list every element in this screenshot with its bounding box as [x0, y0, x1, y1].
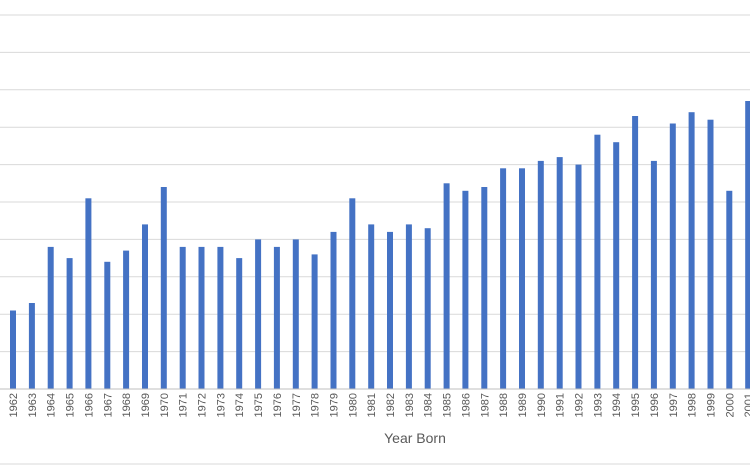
bar-1968	[123, 250, 130, 389]
x-axis-title: Year Born	[384, 430, 446, 446]
bar-1963	[28, 303, 35, 389]
x-tick-label: 1990	[536, 393, 548, 417]
x-tick-label: 1977	[291, 393, 303, 417]
x-tick-label: 1983	[404, 393, 416, 417]
bar-1970	[160, 187, 167, 389]
bar-1977	[292, 239, 299, 389]
bar-1964	[47, 246, 54, 389]
bar-1979	[330, 231, 337, 389]
bar-1980	[349, 198, 356, 389]
bar-1984	[424, 228, 431, 389]
bar-1972	[198, 246, 205, 389]
bar-series	[10, 101, 750, 389]
bar-1994	[613, 142, 620, 389]
bar-1986	[462, 190, 469, 389]
x-tick-label: 1981	[366, 393, 378, 417]
bar-1990	[537, 160, 544, 389]
x-tick-label: 1984	[423, 393, 435, 417]
bar-1981	[368, 224, 375, 389]
bar-1978	[311, 254, 318, 389]
x-tick-label: 1972	[197, 393, 209, 417]
bar-1966	[85, 198, 92, 389]
x-tick-label: 1991	[555, 393, 567, 417]
bar-1998	[688, 112, 695, 389]
x-tick-label: 1978	[310, 393, 322, 417]
bar-1982	[387, 231, 393, 389]
bar-1971	[179, 246, 186, 389]
bar-1983	[405, 224, 412, 389]
x-tick-label: 1976	[272, 393, 284, 417]
bar-1985	[443, 183, 450, 389]
x-tick-label: 1996	[649, 393, 661, 417]
bar-1975	[255, 239, 262, 389]
x-tick-label: 1964	[46, 393, 58, 417]
x-tick-label: 1987	[479, 393, 491, 417]
bar-2001	[745, 101, 750, 389]
x-tick-label: 1975	[253, 393, 265, 417]
x-tick-label: 1999	[706, 393, 718, 417]
bar-1967	[104, 261, 111, 389]
x-tick-label: 1992	[574, 393, 586, 417]
x-tick-label: 1993	[592, 393, 604, 417]
bar-1976	[273, 246, 280, 389]
bar-2000	[726, 190, 733, 389]
x-tick-label: 1973	[215, 393, 227, 417]
bar-1987	[481, 187, 488, 389]
x-tick-label: 1982	[385, 393, 397, 417]
bar-1993	[594, 134, 601, 389]
x-tick-label: 1965	[65, 393, 77, 417]
bar-1989	[519, 168, 525, 389]
x-tick-label: 1971	[178, 393, 190, 417]
bar-1974	[236, 258, 243, 389]
bar-1995	[632, 116, 639, 389]
x-tick-label: 1979	[329, 393, 341, 417]
bar-1965	[66, 258, 73, 389]
bar-1962	[10, 310, 16, 389]
x-tick-label: 1995	[630, 393, 642, 417]
bar-1999	[707, 119, 714, 389]
x-tick-label: 1966	[83, 393, 95, 417]
x-tick-label: 1980	[347, 393, 359, 417]
x-tick-label: 1962	[8, 393, 20, 417]
bar-1973	[217, 246, 224, 389]
x-tick-label: 1969	[140, 393, 152, 417]
x-tick-label: 2001	[743, 393, 750, 417]
x-tick-label: 1998	[687, 393, 699, 417]
x-tick-label: 2000	[724, 393, 736, 417]
x-tick-label: 1988	[498, 393, 510, 417]
bar-1991	[556, 157, 563, 389]
x-tick-label: 1997	[668, 393, 680, 417]
x-tick-label: 1985	[442, 393, 454, 417]
x-tick-label: 1986	[460, 393, 472, 417]
x-tick-label: 1963	[27, 393, 39, 417]
x-tick-label: 1974	[234, 393, 246, 417]
x-tick-labels: 1962 1963 1964 1965 1966 1967 1968 1969 1970 1971…	[8, 393, 750, 417]
bar-1969	[142, 224, 148, 389]
bar-1996	[650, 160, 657, 389]
x-tick-label: 1967	[102, 393, 114, 417]
bar-1992	[575, 164, 582, 389]
x-tick-label: 1968	[121, 393, 133, 417]
bar-1997	[669, 123, 676, 389]
x-tick-label: 1989	[517, 393, 529, 417]
x-tick-label: 1970	[159, 393, 171, 417]
x-tick-label: 1994	[611, 393, 623, 417]
bar-1988	[500, 168, 507, 389]
